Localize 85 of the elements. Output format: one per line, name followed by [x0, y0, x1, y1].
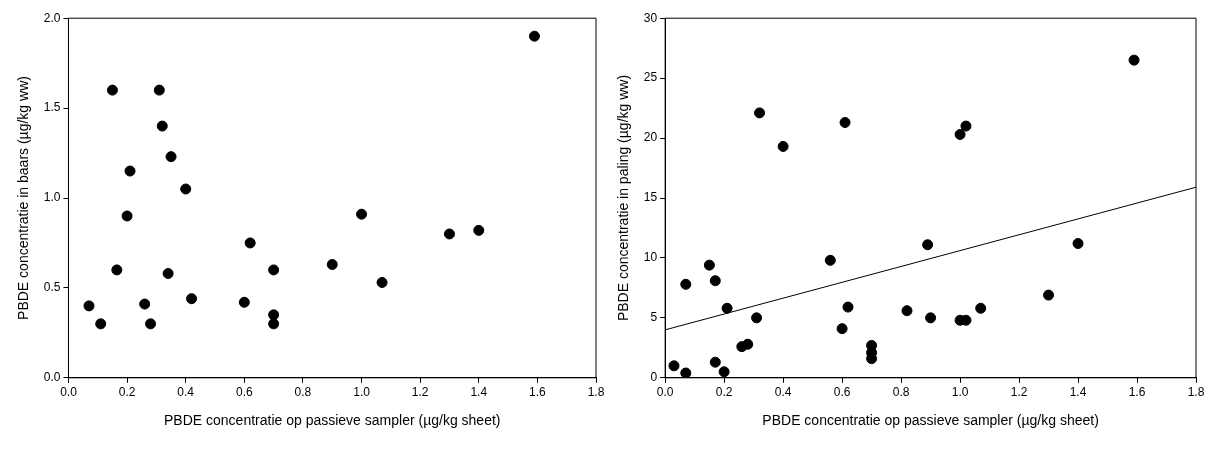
point [754, 107, 766, 119]
point [156, 120, 168, 132]
point [139, 298, 151, 310]
point [901, 305, 913, 317]
y-tick-label: 1.5 [43, 100, 61, 115]
point [703, 259, 715, 271]
point [1043, 289, 1055, 301]
point [165, 151, 177, 163]
x-tick-label: 1.0 [951, 385, 969, 400]
y-tick-label: 1.0 [43, 190, 61, 205]
y-tick-label: 10 [643, 250, 658, 265]
point [95, 318, 107, 330]
x-axis-title: PBDE concentratie op passieve sampler (µg/kg sheet) [164, 412, 501, 429]
y-axis-title: PBDE concentratie in baars (µg/kg ww) [15, 76, 32, 320]
point [721, 302, 733, 314]
point [839, 116, 851, 128]
x-tick-label: 1.6 [529, 385, 547, 400]
point [922, 239, 934, 251]
point [268, 264, 280, 276]
point [1072, 238, 1084, 250]
point [709, 356, 721, 368]
point [680, 278, 692, 290]
x-tick-label: 1.8 [587, 385, 605, 400]
point [680, 367, 692, 378]
point [111, 264, 123, 276]
y-tick-label: 15 [643, 190, 658, 205]
point [83, 300, 95, 312]
y-tick-label: 0 [650, 370, 658, 385]
x-tick-label: 0.4 [774, 385, 792, 400]
point [268, 318, 280, 330]
y-axis-title: PBDE concentratie in paling (µg/kg ww) [615, 74, 632, 322]
point [268, 309, 280, 321]
y-tick-label: 0.0 [43, 370, 61, 385]
x-tick-label: 0.8 [294, 385, 312, 400]
x-tick-label: 0.8 [892, 385, 910, 400]
x-tick-label: 1.2 [1010, 385, 1028, 400]
y-tick-label: 0.5 [43, 280, 61, 295]
y-tick-label: 5 [650, 310, 658, 325]
point [244, 237, 256, 249]
x-tick-label: 1.8 [1187, 385, 1205, 400]
point [443, 228, 455, 240]
x-tick-label: 0.2 [118, 385, 136, 400]
y-tick-label: 25 [643, 70, 658, 85]
point [954, 128, 966, 140]
x-tick-label: 1.2 [411, 385, 429, 400]
x-tick-label: 0.4 [177, 385, 195, 400]
point [326, 259, 338, 271]
x-tick-label: 1.4 [470, 385, 488, 400]
point [709, 275, 721, 287]
point [473, 224, 485, 236]
y-tick-label: 2.0 [43, 10, 61, 25]
point [528, 30, 540, 42]
point [718, 366, 730, 378]
point [106, 84, 118, 96]
point [145, 318, 157, 330]
point [376, 277, 388, 289]
point [124, 165, 136, 177]
x-tick-label: 0.0 [60, 385, 78, 400]
y-tick-label: 30 [643, 10, 658, 25]
point [777, 140, 789, 152]
y-tick-label: 20 [643, 130, 658, 145]
point [162, 268, 174, 280]
point [121, 210, 133, 222]
point [960, 120, 972, 132]
point [751, 312, 763, 324]
x-tick-label: 1.6 [1128, 385, 1146, 400]
point [742, 338, 754, 350]
point [1128, 54, 1140, 66]
x-tick-label: 0.2 [715, 385, 733, 400]
x-tick-label: 1.4 [1069, 385, 1087, 400]
point [836, 323, 848, 335]
point [925, 312, 937, 324]
point [668, 360, 680, 372]
point [356, 208, 368, 220]
x-tick-label: 0.6 [235, 385, 253, 400]
point [153, 84, 165, 96]
x-axis-title: PBDE concentratie op passieve sampler (µg/kg sheet) [762, 412, 1099, 429]
x-tick-label: 0.6 [833, 385, 851, 400]
point [824, 254, 836, 266]
point [238, 296, 250, 308]
point [180, 183, 192, 195]
point [975, 302, 987, 314]
point [186, 293, 198, 305]
x-tick-label: 1.0 [353, 385, 371, 400]
point [842, 301, 854, 313]
